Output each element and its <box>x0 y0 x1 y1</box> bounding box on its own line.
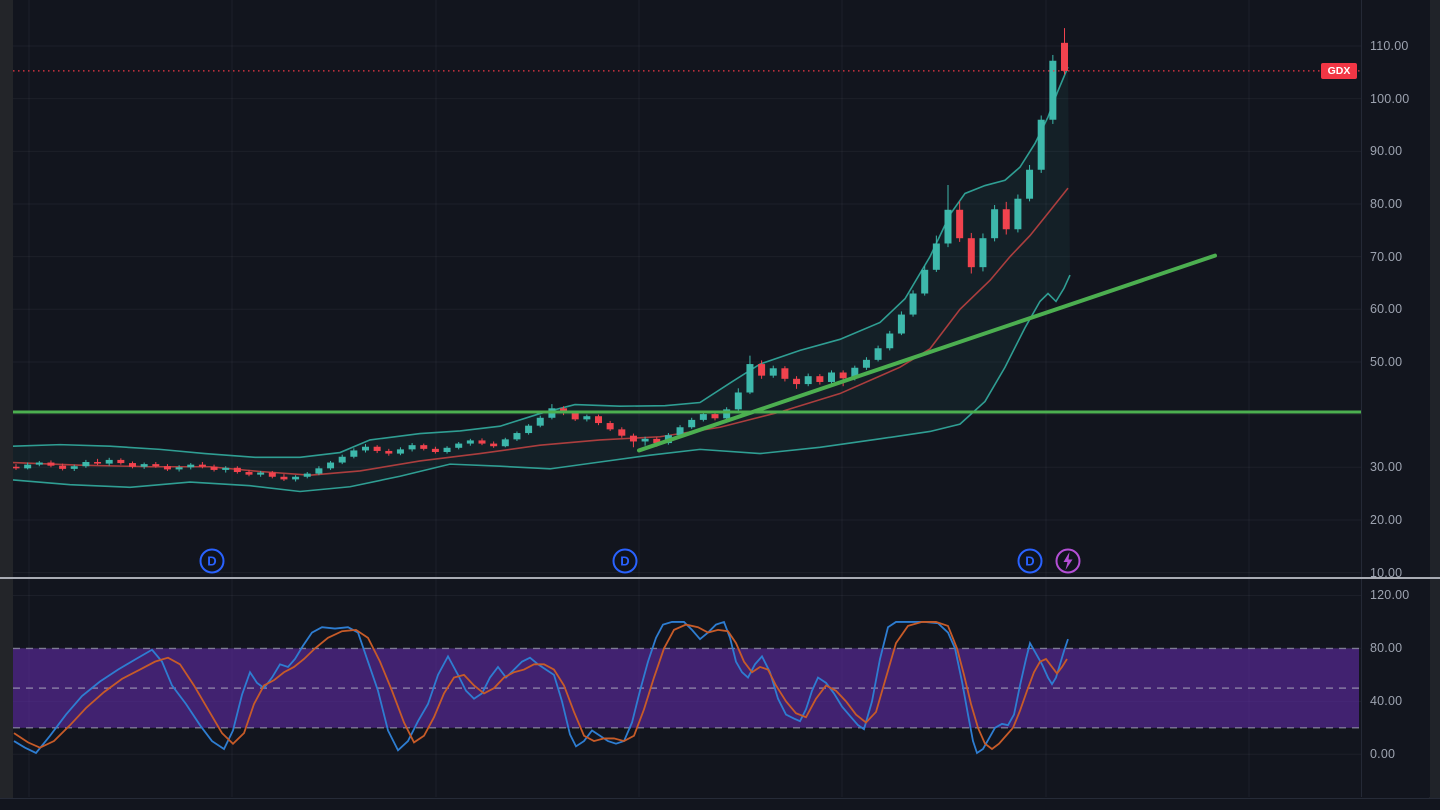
stochastic-overbought-oversold-band <box>13 647 1359 729</box>
right-edge-panel <box>1429 0 1440 810</box>
bollinger-band-lines[interactable] <box>12 66 1071 493</box>
time-axis[interactable] <box>0 798 1440 810</box>
price-axis-label: 50.00 <box>1370 354 1403 369</box>
svg-text:D: D <box>1025 554 1034 569</box>
price-axis-label: 80.00 <box>1370 196 1403 211</box>
price-axis-label: 10.00 <box>1370 565 1403 580</box>
indicator-axis-label: 80.00 <box>1370 641 1403 656</box>
stochastic-lines[interactable] <box>13 620 1069 755</box>
svg-text:D: D <box>207 554 216 569</box>
price-axis-label: 90.00 <box>1370 144 1403 159</box>
price-axis-label: 100.00 <box>1370 91 1410 106</box>
price-axis-label: 110.00 <box>1370 39 1409 53</box>
price-scale-axis[interactable]: 40.49 105.28 1d 6h 110.00100.0090.0080.0… <box>1361 0 1430 797</box>
indicator-axis-label: 120.00 <box>1370 588 1410 603</box>
bollinger-band-fill <box>13 67 1070 492</box>
candlestick-series[interactable] <box>12 28 1069 482</box>
ticker-price-flag[interactable]: GDX <box>1321 63 1357 79</box>
left-edge-panel <box>0 0 13 810</box>
indicator-axis-label: 40.00 <box>1370 694 1403 709</box>
pane-separator-handle[interactable] <box>0 577 1440 579</box>
price-axis-label: 20.00 <box>1370 512 1403 527</box>
price-axis-label: 60.00 <box>1370 302 1403 317</box>
indicator-axis-label: 0.00 <box>1370 747 1396 762</box>
price-axis-label: 30.00 <box>1370 460 1403 475</box>
price-axis-label: 70.00 <box>1370 249 1403 264</box>
svg-text:D: D <box>620 554 629 569</box>
rising-trendline[interactable] <box>637 253 1217 453</box>
